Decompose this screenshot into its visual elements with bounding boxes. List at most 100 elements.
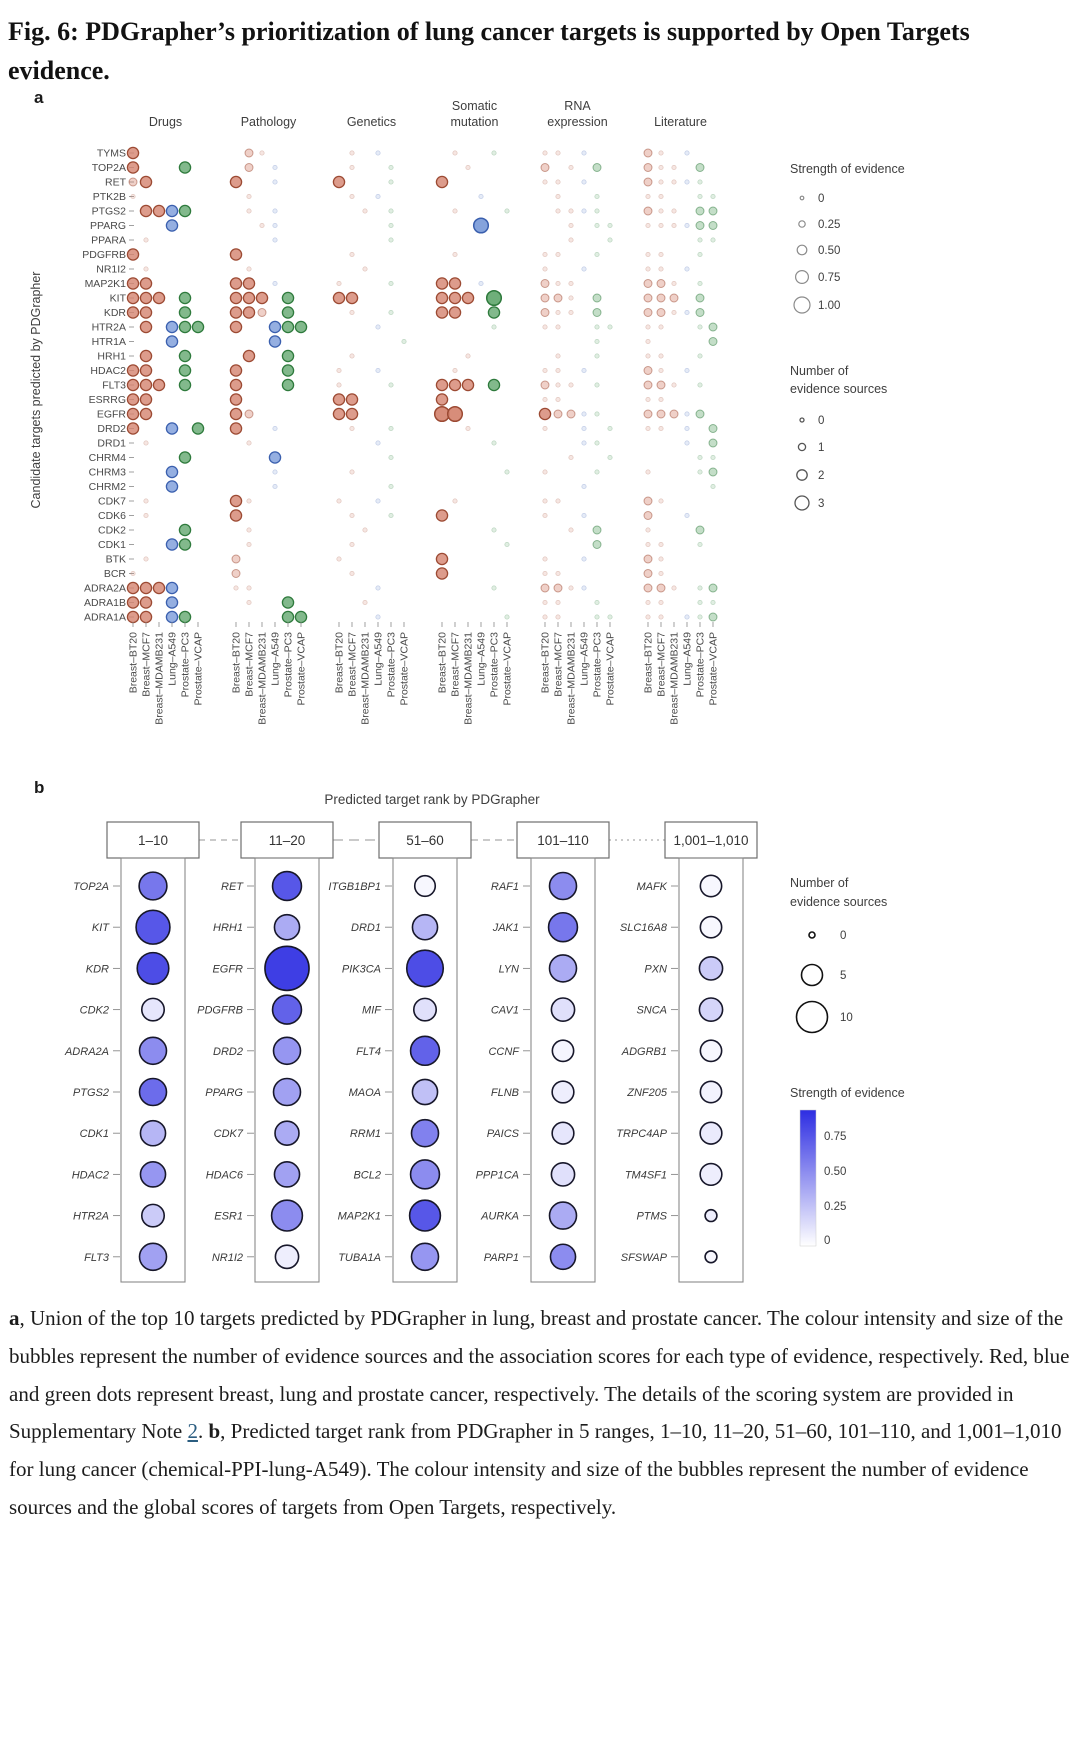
rank-bubble [138, 1242, 168, 1272]
column-group-header: mutation [451, 115, 499, 129]
gene-label: CDK7 [214, 1128, 244, 1140]
rank-bubble [138, 871, 168, 901]
gene-label: RRM1 [350, 1128, 381, 1140]
evidence-dot [461, 291, 475, 305]
evidence-dot [645, 222, 651, 229]
evidence-dot [592, 540, 602, 549]
gene-label: PXN [644, 963, 667, 975]
gene-label: KIT [110, 293, 127, 305]
evidence-dot [178, 364, 192, 377]
evidence-dot [555, 251, 561, 258]
evidence-dot [349, 309, 355, 316]
evidence-dot [581, 556, 587, 562]
evidence-dot [229, 509, 243, 522]
evidence-dot [143, 498, 149, 504]
evidence-dot [152, 204, 166, 218]
rank-bubble [699, 874, 723, 898]
evidence-dot [244, 163, 254, 172]
cell-line-label: Breast–MDAMB231 [566, 632, 578, 725]
gene-label: TOP2A [73, 881, 109, 893]
evidence-dot [478, 193, 484, 200]
evidence-dot [568, 585, 574, 591]
evidence-dot [375, 498, 381, 504]
evidence-dot [272, 179, 278, 185]
evidence-dot [375, 585, 381, 591]
evidence-dot [452, 208, 458, 214]
evidence-dot [126, 422, 140, 435]
evidence-dot [165, 480, 179, 493]
cell-line-label: Breast–BT20 [540, 632, 552, 693]
evidence-dot [581, 512, 587, 519]
evidence-dot [349, 512, 355, 519]
evidence-dot [594, 251, 600, 258]
evidence-dot [594, 469, 600, 475]
rank-bubble [704, 1208, 718, 1223]
gene-label: PDGFRB [197, 1005, 243, 1017]
evidence-dot [643, 366, 653, 375]
rank-bubble [135, 909, 171, 945]
evidence-dot [349, 541, 355, 548]
evidence-dot [697, 382, 703, 388]
evidence-dot [388, 483, 394, 490]
gene-label: CHRM3 [89, 467, 126, 479]
legend-sources-label: 2 [818, 470, 824, 482]
evidence-dot [345, 291, 359, 305]
panel-a-label: a [34, 88, 44, 107]
evidence-dot [165, 335, 179, 348]
evidence-dot [645, 541, 651, 548]
column-group-header: Genetics [347, 115, 396, 129]
supplementary-note-link[interactable]: 2 [187, 1419, 198, 1444]
evidence-dot [540, 279, 550, 288]
cell-line-label: Breast–MCF7 [450, 632, 462, 697]
cell-line-label: Breast–MCF7 [141, 632, 153, 697]
cell-line-label: Breast–MDAMB231 [669, 632, 681, 725]
gene-label: BTK [106, 554, 126, 566]
evidence-dot [504, 614, 510, 620]
evidence-dot [684, 425, 690, 432]
evidence-dot [695, 525, 705, 535]
evidence-dot [684, 367, 690, 374]
evidence-dot [708, 337, 718, 346]
evidence-dot [594, 599, 600, 606]
evidence-dot [697, 353, 703, 359]
legend-sources-circle [799, 417, 805, 423]
evidence-dot [349, 469, 355, 475]
evidence-dot [553, 293, 563, 303]
rank-bubble [271, 870, 303, 902]
legend-sources-label: 1 [818, 442, 824, 454]
rank-bubble [704, 1250, 718, 1264]
evidence-dot [229, 277, 243, 290]
evidence-dot [594, 324, 600, 330]
evidence-dot [697, 280, 703, 287]
evidence-dot [165, 219, 179, 232]
evidence-dot [581, 150, 587, 156]
rank-bubble [272, 1077, 302, 1107]
evidence-dot [555, 280, 561, 287]
evidence-dot [139, 320, 153, 334]
gene-label: PPARA [91, 235, 126, 247]
evidence-dot [375, 367, 381, 374]
legend-strength-label: 0 [818, 193, 824, 205]
gene-label: CDK1 [98, 539, 126, 551]
evidence-dot [229, 320, 243, 334]
gene-label: RET [221, 881, 244, 893]
evidence-dot [246, 599, 252, 606]
rank-bubble [409, 1035, 441, 1067]
evidence-dot [542, 324, 548, 330]
evidence-dot [165, 610, 179, 624]
evidence-dot [435, 393, 449, 406]
evidence-dot [710, 599, 716, 606]
evidence-dot [695, 409, 705, 419]
gene-label: ADRA1A [84, 612, 126, 624]
legend-sources-title: evidence sources [790, 895, 887, 909]
evidence-dot [126, 610, 140, 624]
evidence-dot [697, 193, 703, 200]
evidence-dot [165, 465, 179, 479]
evidence-dot [244, 148, 254, 158]
caption-text: . [197, 1419, 209, 1444]
evidence-dot [229, 378, 243, 392]
gene-label: HTR1A [92, 336, 126, 348]
evidence-dot [272, 469, 278, 475]
panel-a-bubble-matrix: Candidate targets predicted by PDGrapher… [29, 99, 905, 725]
rank-bubble [136, 951, 170, 985]
